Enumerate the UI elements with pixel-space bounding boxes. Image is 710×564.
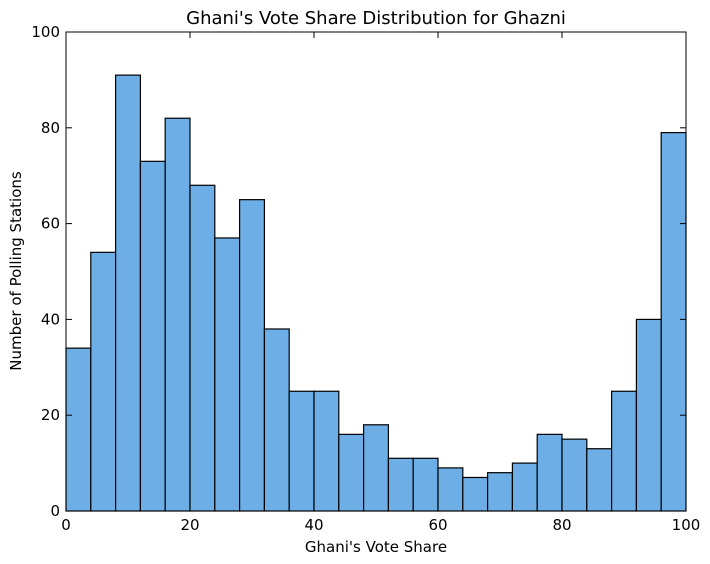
histogram-bar <box>536 433 563 512</box>
x-tick-label: 80 <box>552 516 571 534</box>
bars-group <box>65 74 687 512</box>
histogram-bar <box>511 462 538 512</box>
histogram-bar <box>487 472 514 512</box>
histogram-bar <box>660 131 687 512</box>
histogram-bar <box>313 390 340 512</box>
histogram-bar <box>114 74 141 512</box>
histogram-bar <box>288 390 315 512</box>
histogram-bar <box>90 251 117 512</box>
histogram-bar <box>610 390 637 512</box>
histogram-bar <box>164 117 191 512</box>
chart-title: Ghani's Vote Share Distribution for Ghaz… <box>186 8 566 29</box>
y-tick-label: 40 <box>41 310 60 328</box>
histogram-bar <box>338 433 365 512</box>
x-tick-label: 20 <box>180 516 199 534</box>
y-tick-label: 0 <box>50 502 60 520</box>
y-tick-label: 100 <box>31 23 60 41</box>
histogram-bar <box>387 457 414 512</box>
histogram-bar <box>263 328 290 512</box>
plot-frame <box>65 31 687 512</box>
axis-ticks: 0 20 40 60 80 100 0 20 40 60 80 100 <box>31 23 700 534</box>
histogram-bar <box>462 476 489 512</box>
x-tick-label: 100 <box>672 516 701 534</box>
histogram-bar <box>412 457 439 512</box>
y-tick-label: 60 <box>41 215 60 233</box>
histogram-bar <box>363 424 390 512</box>
x-axis-label: Ghani's Vote Share <box>305 538 447 556</box>
histogram-bar <box>635 318 662 512</box>
y-axis-label: Number of Polling Stations <box>7 171 25 371</box>
y-tick-label: 80 <box>41 119 60 137</box>
x-tick-label: 0 <box>61 516 71 534</box>
y-tick-label: 20 <box>41 406 60 424</box>
x-tick-label: 40 <box>304 516 323 534</box>
histogram-bar <box>561 438 588 512</box>
histogram-bar <box>437 467 464 512</box>
histogram-bar <box>586 448 613 512</box>
histogram-bar <box>214 237 241 512</box>
histogram-bar <box>139 160 166 512</box>
histogram-bar <box>239 199 266 512</box>
histogram-bar <box>189 184 216 512</box>
histogram-bar <box>65 347 92 512</box>
x-tick-label: 60 <box>428 516 447 534</box>
